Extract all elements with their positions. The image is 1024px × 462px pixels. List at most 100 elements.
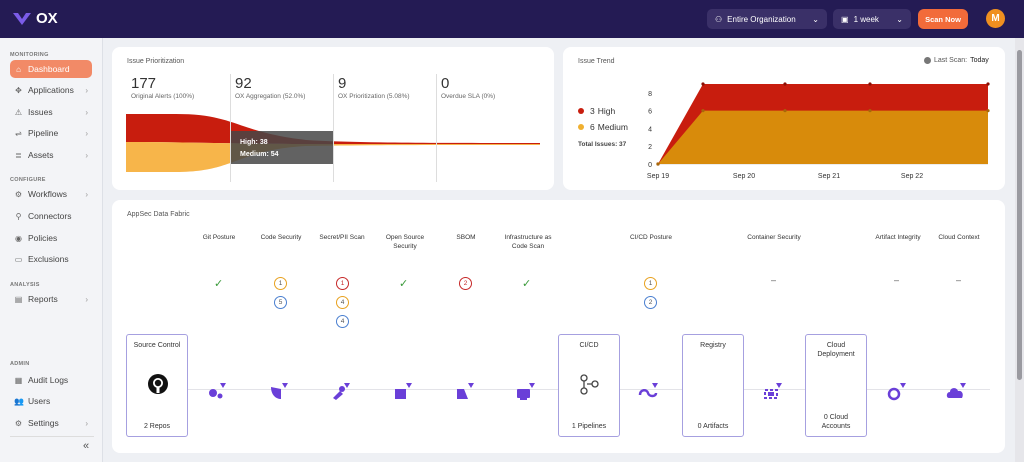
open-source-icon[interactable] [392,381,412,401]
point-medium[interactable] [868,109,872,113]
legend-medium-swatch [578,124,584,130]
sidebar-item-reports[interactable]: ▤ Reports › [10,290,92,308]
column-secret-pii-scan: Secret/PII Scan [319,234,365,241]
scrollbar-thumb[interactable] [1017,50,1022,380]
cloud-deployment-box[interactable]: Cloud Deployment 0 Cloud Accounts [805,334,867,437]
y-tick-label: 2 [648,144,652,151]
badge-medium[interactable]: 1 [644,277,657,290]
org-select-value: Entire Organization [727,14,796,24]
workflows-icon: ⚙ [14,189,23,199]
badge-medium[interactable]: 4 [336,296,349,309]
sidebar-item-users[interactable]: 👥 Users [10,392,92,410]
sidebar-item-issues[interactable]: ⚠ Issues › [10,103,92,121]
trend-chart: 0 2 4 6 8 Sep 19 Sep 20 Sep 21 Sep 22 [647,82,990,180]
check-icon: ✓ [399,278,409,290]
column-container-security: Container Security [747,234,801,241]
cloud-context-icon[interactable] [946,381,966,401]
iac-icon[interactable] [515,381,535,401]
point-medium[interactable] [656,162,660,166]
code-security-icon[interactable] [268,381,288,401]
sbom-icon[interactable] [454,381,474,401]
issues-icon: ⚠ [14,107,23,117]
reports-icon: ▤ [14,294,23,304]
tooltip-high: High: 38 [240,139,268,146]
scrollbar-track[interactable] [1015,38,1024,462]
sidebar-item-assets[interactable]: ≣ Assets › [10,146,92,164]
sidebar-item-label: Exclusions [28,254,69,264]
sidebar-item-label: Issues [28,107,53,117]
column-cloud-context: Cloud Context [938,234,980,241]
cicd-posture-icon[interactable] [638,381,658,401]
point-medium[interactable] [986,109,990,113]
check-icon: ✓ [214,278,224,290]
registry-box[interactable]: Registry 0 Artifacts [682,334,744,437]
sidebar-item-connectors[interactable]: ⚲ Connectors [10,207,92,225]
sidebar-item-policies[interactable]: ◉ Policies [10,229,92,247]
sidebar-item-label: Assets [28,150,54,160]
sidebar-item-applications[interactable]: ✥ Applications › [10,81,92,99]
sidebar-item-settings[interactable]: ⚙ Settings › [10,414,92,432]
sidebar-item-exclusions[interactable]: ▭ Exclusions [10,250,92,268]
period-select-value: 1 week [853,14,879,24]
dashboard-icon: ⌂ [16,64,21,74]
column-git-posture: Git Posture [202,234,236,241]
y-tick-label: 0 [648,162,652,169]
total-issues: Total Issues: 37 [578,141,627,148]
point-medium[interactable] [783,109,787,113]
container-security-icon[interactable] [762,381,782,401]
stat-label: Overdue SLA (0%) [441,93,496,100]
box-value: 2 Repos [143,423,171,430]
sidebar-item-label: Applications [28,85,74,95]
x-tick-label: Sep 20 [733,173,755,180]
secret-scan-icon[interactable] [330,381,350,401]
point-high[interactable] [701,82,705,86]
sidebar-item-audit-logs[interactable]: ▦ Audit Logs [10,371,92,389]
audit-logs-icon: ▦ [14,375,23,385]
source-control-box[interactable]: Source Control 2 Repos [126,334,188,437]
badge-low[interactable]: 5 [274,296,287,309]
sidebar-item-label: Reports [28,294,58,304]
ox-logo[interactable]: OX [12,10,58,27]
section-analysis: ANALYSIS [10,282,40,288]
stat-number: 0 [441,75,450,92]
box-title: Cloud Deployment [817,342,855,358]
badge-high[interactable]: 1 [336,277,349,290]
chevron-right-icon: › [85,294,88,304]
sidebar-item-label: Workflows [28,189,68,199]
scan-now-button[interactable]: Scan Now [918,9,968,29]
column-code-security: Code Security [260,234,302,241]
badge-low[interactable]: 4 [336,315,349,328]
point-high[interactable] [868,82,872,86]
sidebar-item-pipeline[interactable]: ⇌ Pipeline › [10,124,92,142]
badge-medium[interactable]: 1 [274,277,287,290]
badge-low[interactable]: 2 [644,296,657,309]
artifact-integrity-icon[interactable] [886,381,906,401]
point-high[interactable] [986,82,990,86]
org-select[interactable]: ⚇ Entire Organization ⌄ [707,9,827,29]
chevron-down-icon: ⌄ [896,14,903,24]
point-medium[interactable] [701,109,705,113]
section-configure: CONFIGURE [10,177,46,183]
box-title: CI/CD [579,342,599,349]
area-medium [658,110,988,164]
section-monitoring: MONITORING [10,52,49,58]
cicd-box[interactable]: CI/CD 1 Pipelines [558,334,620,437]
stat-number: 9 [338,75,347,92]
check-icon: ✓ [522,278,532,290]
clock-icon [924,57,931,64]
empty-dash: – [894,275,900,285]
period-select[interactable]: ▣ 1 week ⌄ [833,9,911,29]
badge-high[interactable]: 2 [459,277,472,290]
git-posture-icon[interactable] [206,381,226,401]
point-high[interactable] [783,82,787,86]
avatar[interactable]: M [986,9,1005,28]
card-title: Issue Trend [578,58,615,65]
x-tick-label: Sep 21 [818,173,840,180]
pipeline-icon [580,374,599,395]
chevron-right-icon: › [85,150,88,160]
x-tick-label: Sep 22 [901,173,923,180]
collapse-sidebar-button[interactable]: « [83,440,90,452]
sidebar-item-dashboard[interactable]: ⌂ Dashboard [10,60,92,78]
sidebar-item-workflows[interactable]: ⚙ Workflows › [10,185,92,203]
divider [230,74,231,182]
